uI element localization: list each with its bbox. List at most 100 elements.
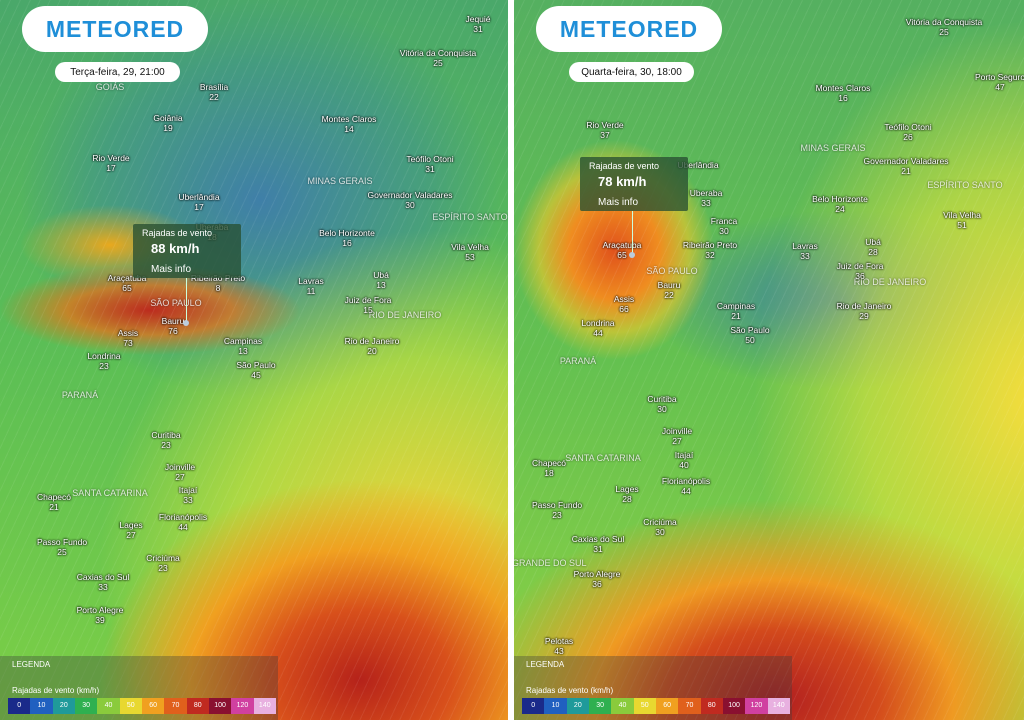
city-value: 11 [306,286,316,296]
city-marker[interactable]: Bauru 22 [658,280,681,300]
city-marker[interactable]: Lages 28 [615,484,638,504]
legend-tick: 60 [655,698,679,714]
city-marker[interactable]: Londrina 44 [581,318,614,338]
city-marker[interactable]: Belo Horizonte 16 [319,228,375,248]
city-marker[interactable]: Brasília 22 [200,82,228,102]
popup-value: 78 km/h [598,174,647,189]
info-popup: Rajadas de vento 88 km/h Mais info [133,224,241,278]
city-name: São Paulo [730,325,770,335]
city-marker[interactable]: Curitiba 23 [151,430,180,450]
city-marker[interactable]: Assis 73 [118,328,138,348]
city-marker[interactable]: Itajaí 33 [179,485,197,505]
city-marker[interactable]: Lages 27 [119,520,142,540]
map-panel[interactable]: GOIÁS MINAS GERAIS SÃO PAULO RIO DE JANEIRO… [0,0,508,720]
city-marker[interactable]: Ubá 13 [373,270,389,290]
city-marker[interactable]: Jequié 31 [465,14,490,34]
city-marker[interactable]: Uberlândia [677,160,718,170]
city-marker[interactable]: Rio Verde 17 [92,153,129,173]
legend-tick: 50 [119,698,142,714]
city-marker[interactable]: Rio de Janeiro 29 [837,301,892,321]
city-marker[interactable]: Florianópolis 44 [662,476,710,496]
city-marker[interactable]: Teófilo Otoni 26 [884,122,931,142]
city-marker[interactable]: Criciúma 23 [146,553,180,573]
city-marker[interactable]: Montes Claros 16 [816,83,871,103]
city-value: 31 [593,544,603,554]
city-marker[interactable]: Juiz de Fora 36 [837,261,884,281]
city-marker[interactable]: Caxias do Sul 33 [77,572,129,592]
city-marker[interactable]: Passo Fundo 25 [37,537,87,557]
city-marker[interactable]: Araçatuba 65 [603,240,642,260]
city-marker[interactable]: Rio Verde 37 [586,120,623,140]
city-marker[interactable]: Bauru 76 [162,316,185,336]
city-marker[interactable]: Porto Alegre 36 [574,569,621,589]
city-marker[interactable]: Teófilo Otoni 31 [406,154,453,174]
city-name: Florianópolis [661,476,711,486]
city-marker[interactable]: Uberaba 33 [690,188,723,208]
city-marker[interactable]: Chapecó 21 [37,492,71,512]
city-value: 21 [49,502,59,512]
city-marker[interactable]: Florianópolis 44 [159,512,207,532]
legend-title: LEGENDA [12,660,51,669]
city-marker[interactable]: Vitória da Conquista 25 [906,17,982,37]
city-name: Criciúma [146,553,180,563]
city-name: Joinville [661,426,693,436]
city-name: Juiz de Fora [836,261,884,271]
city-marker[interactable]: Passo Fundo 23 [532,500,582,520]
city-marker[interactable]: Governador Valadares 30 [368,190,453,210]
city-name: Passo Fundo [36,537,88,547]
city-marker[interactable]: Lavras 11 [298,276,324,296]
city-marker[interactable]: Assis 66 [614,294,634,314]
city-marker[interactable]: Itajaí 40 [675,450,693,470]
popup-link[interactable]: Mais info [151,264,192,275]
city-marker[interactable]: Criciúma 30 [643,517,677,537]
city-name: Assis [613,294,635,304]
city-marker[interactable]: Araçatuba 65 [108,273,147,293]
city-marker[interactable]: Vila Velha 51 [943,210,981,230]
city-value: 33 [800,251,810,261]
city-marker[interactable]: Londrina 23 [87,351,120,371]
city-marker[interactable]: Vila Velha 53 [451,242,489,262]
city-marker[interactable]: São Paulo 45 [236,360,275,380]
time-label[interactable]: Terça-feira, 29, 21:00 [55,62,180,82]
city-marker[interactable]: Vitória da Conquista 25 [400,48,476,68]
map-panel[interactable]: MINAS GERAIS ESPÍRITO SANTO RIO DE JANEIRO… [514,0,1024,720]
city-marker[interactable]: Joinville 27 [662,426,692,446]
popup-title: Rajadas de vento [142,228,213,238]
city-value: 30 [405,200,415,210]
region-label: ESPÍRITO SANTO [927,180,1003,190]
city-value: 25 [433,58,443,68]
city-marker[interactable]: Belo Horizonte 24 [812,194,868,214]
city-name: Ubá [865,237,881,247]
city-marker[interactable]: Juiz de Fora 15 [345,295,392,315]
legend-tick: 80 [700,698,723,714]
city-marker[interactable]: Joinville 27 [165,462,195,482]
city-marker[interactable]: Campinas 21 [717,301,755,321]
city-marker[interactable]: Governador Valadares 21 [864,156,949,176]
time-label[interactable]: Quarta-feira, 30, 18:00 [569,62,694,82]
region-label: ESPÍRITO SANTO [432,212,508,222]
city-marker[interactable]: Lavras 33 [792,241,818,261]
city-marker[interactable]: São Paulo 50 [730,325,769,345]
city-name: Campinas [223,336,263,346]
city-marker[interactable]: Franca 30 [711,216,737,236]
city-marker[interactable]: Pelotas 43 [545,636,573,656]
city-name: Curitiba [151,430,181,440]
city-marker[interactable]: Curitiba 30 [647,394,676,414]
city-marker[interactable]: Caxias do Sul 31 [572,534,624,554]
city-marker[interactable]: Ribeirão Preto 8 [191,273,245,293]
city-marker[interactable]: Porto Seguro 47 [975,72,1024,92]
city-marker[interactable]: Rio de Janeiro 20 [345,336,400,356]
logo: METEORED [22,6,208,52]
city-value: 22 [209,92,219,102]
city-marker[interactable]: Montes Claros 14 [322,114,377,134]
city-marker[interactable]: Ribeirão Preto 32 [683,240,737,260]
city-marker[interactable]: Chapecó 18 [532,458,566,478]
city-marker[interactable]: Porto Alegre 39 [77,605,124,625]
city-name: Passo Fundo [531,500,583,510]
popup-link[interactable]: Mais info [598,197,639,208]
city-marker[interactable]: Uberlândia 17 [178,192,219,212]
city-marker[interactable]: Campinas 13 [224,336,262,356]
city-marker[interactable]: Ubá 28 [865,237,881,257]
city-marker[interactable]: Goiânia 19 [153,113,182,133]
